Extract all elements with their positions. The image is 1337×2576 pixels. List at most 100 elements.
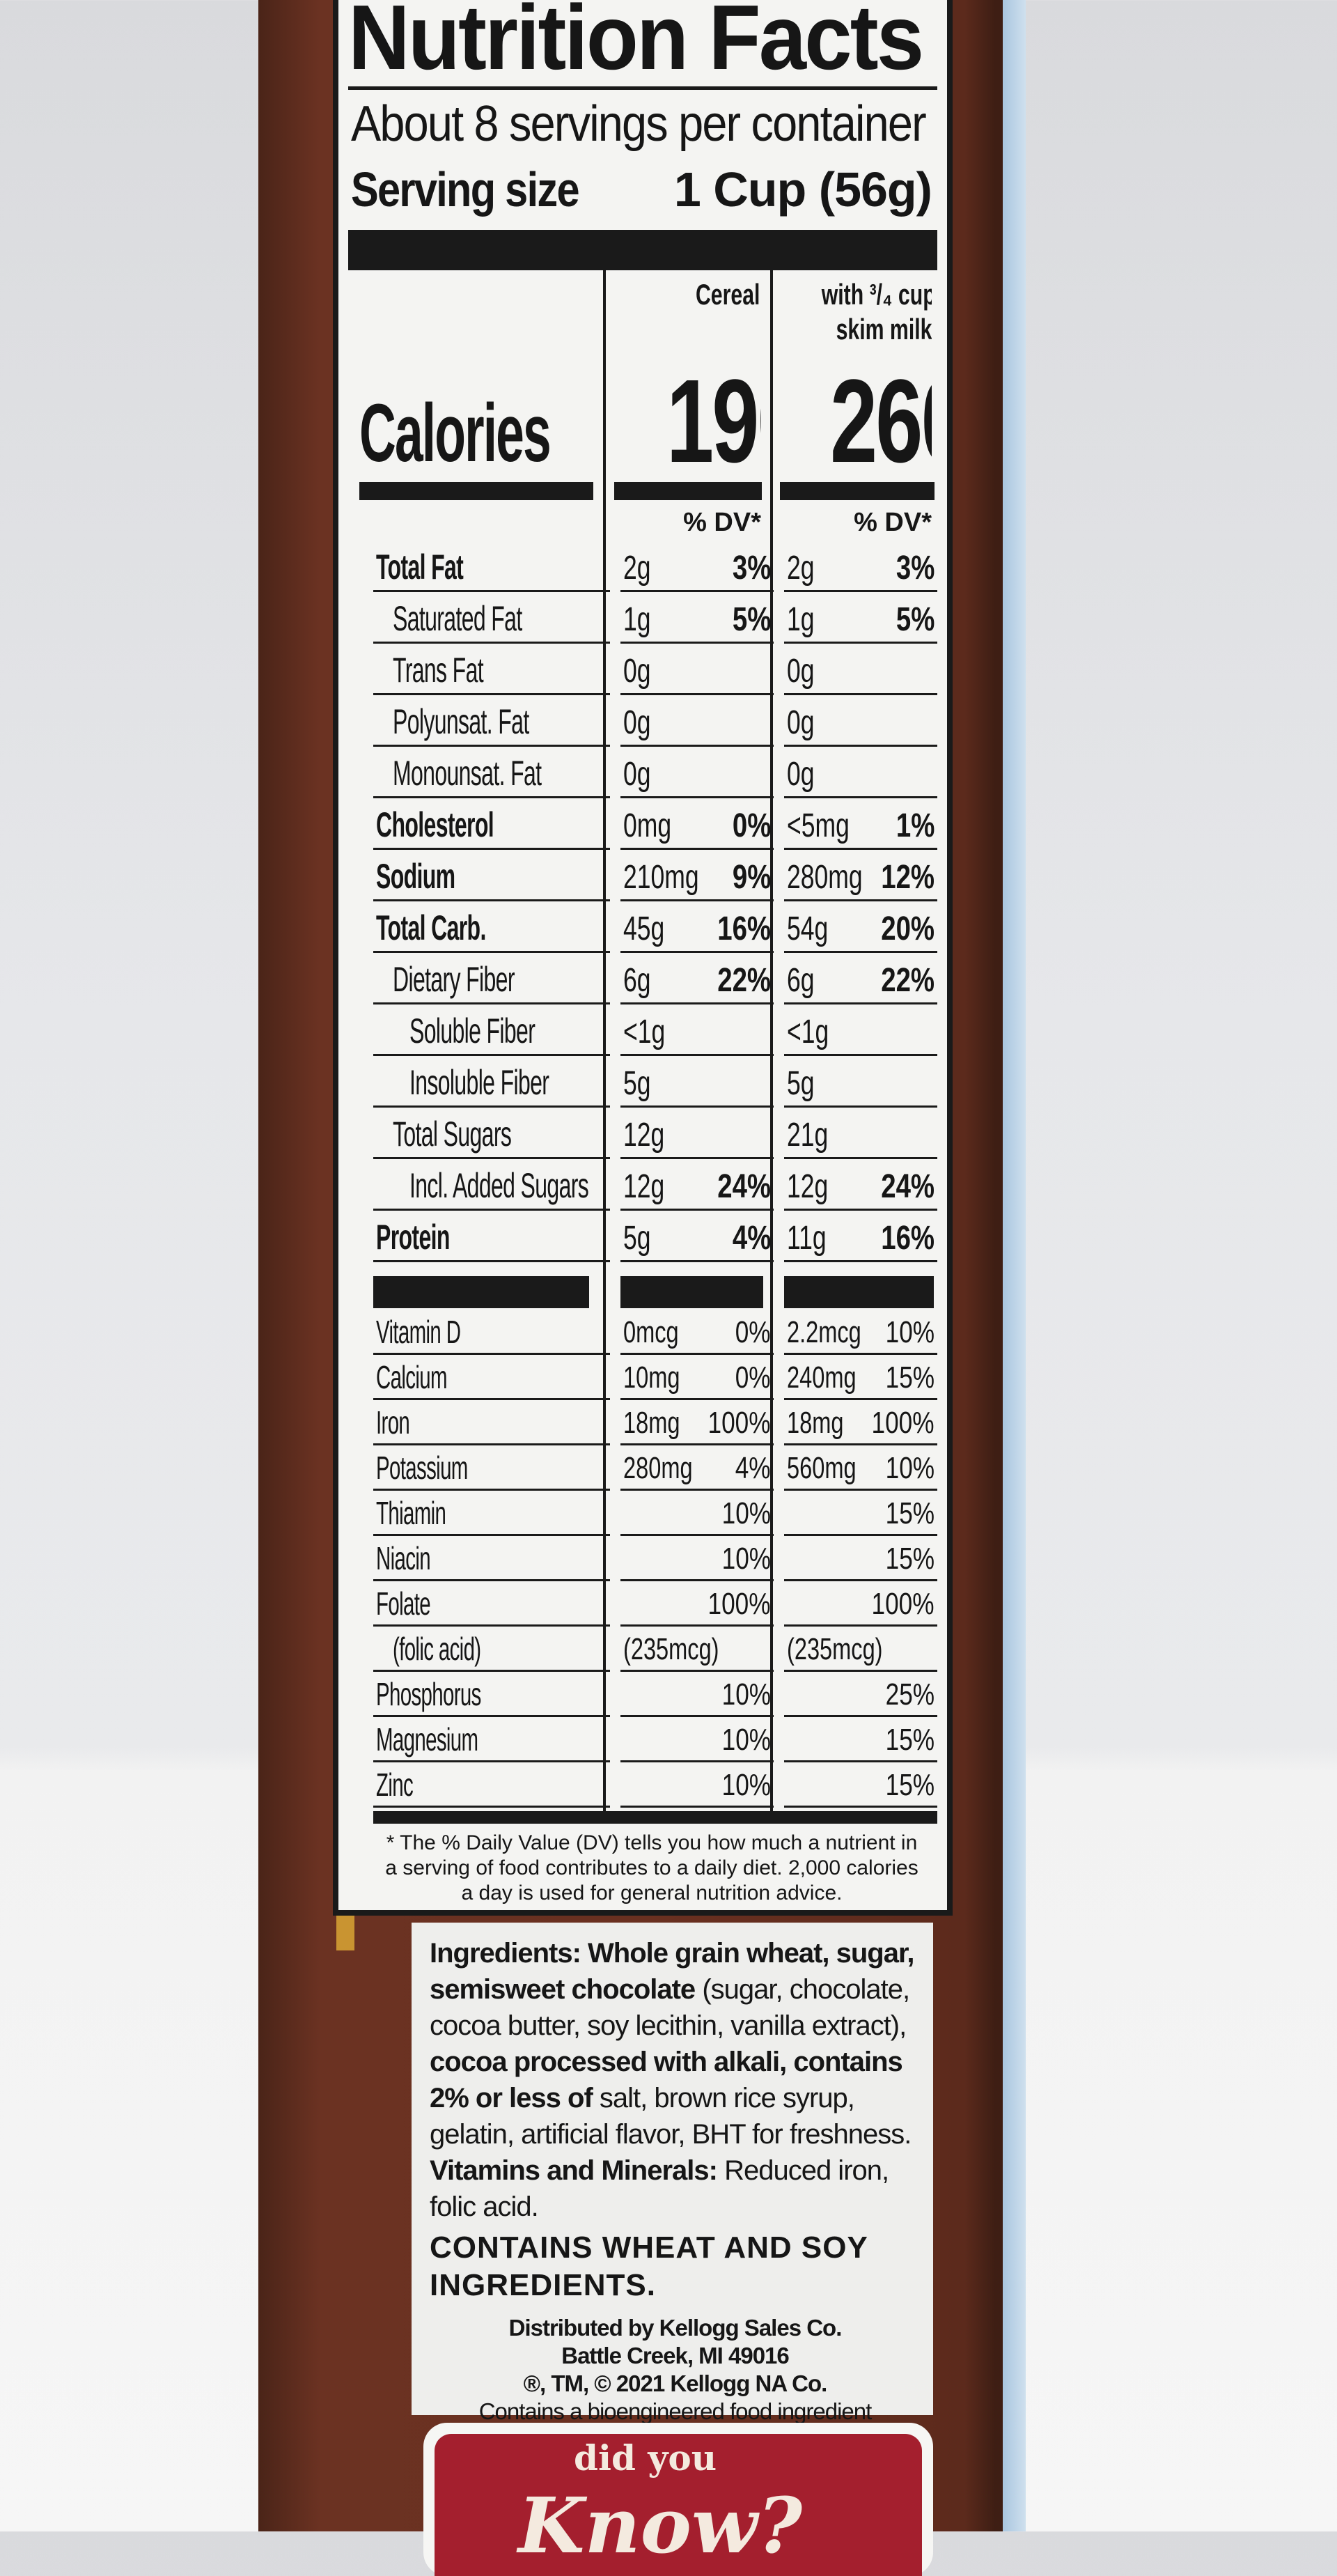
milk-value-cell: 18mg 100% [784, 1400, 937, 1445]
nutrient-name: Zinc [376, 1767, 414, 1803]
cereal-amount: (235mcg) [623, 1632, 719, 1666]
nutrient-name: Sodium [376, 857, 455, 896]
milk-column-header-2-text: skim milk [836, 313, 932, 346]
distributor-line-1: Distributed by Kellogg Sales Co. [508, 2315, 843, 2341]
nutrient-name-cell: Phosphorus [373, 1672, 610, 1717]
cereal-amount: 45g [623, 910, 665, 947]
nutrient-name: Magnesium [376, 1721, 478, 1758]
cereal-value-cell: 10% [620, 1717, 774, 1762]
vitamin-row: Vitamin D 0mcg 0% 2.2mcg 10% [338, 1310, 947, 1355]
milk-amount: 1g [787, 601, 815, 638]
cereal-percent-dv: 0% [735, 1315, 771, 1349]
nutrient-row: Soluble Fiber <1g <1g [338, 1004, 947, 1056]
milk-column-header-1-text: with ³/₄ cup [821, 278, 932, 311]
milk-value-cell: 21g [784, 1108, 937, 1159]
milk-value-cell: 12g 24% [784, 1159, 937, 1211]
cereal-value-cell: 5g 4% [620, 1211, 774, 1262]
milk-amount: 6g [787, 962, 815, 999]
nutrient-name-cell: Total Carb. [373, 901, 610, 953]
nutrition-title: Nutrition Facts [348, 0, 924, 88]
nutrient-name: Total Sugars [393, 1115, 512, 1154]
nutrient-name: Iron [376, 1404, 410, 1441]
dv-footnote: * The % Daily Value (DV) tells you how m… [385, 1831, 918, 1904]
milk-percent-dv: 3% [896, 550, 935, 587]
milk-percent-dv: 15% [885, 1768, 935, 1802]
thick-bar [359, 482, 593, 500]
thick-bar [614, 482, 762, 500]
nutrient-row: Trans Fat 0g 0g [338, 644, 947, 695]
milk-value-cell: <1g [784, 1004, 937, 1056]
thick-bar [780, 482, 935, 500]
nutrient-row: Total Carb. 45g 16% 54g 20% [338, 901, 947, 953]
milk-percent-dv: 25% [885, 1677, 935, 1712]
nutrient-name-cell: Cholesterol [373, 798, 610, 850]
nutrient-name: Thiamin [376, 1495, 446, 1531]
milk-amount: 280mg [787, 859, 863, 896]
cereal-value-cell: 0mg 0% [620, 798, 774, 850]
cereal-amount: 5g [623, 1220, 651, 1257]
nutrient-name-cell: Zinc [373, 1762, 610, 1808]
cereal-value-cell: 210mg 9% [620, 850, 774, 901]
vitamin-row: Zinc 10% 15% [338, 1762, 947, 1808]
serving-size-label: Serving size [351, 162, 580, 217]
nutrient-name-cell: Saturated Fat [373, 592, 610, 644]
dv-header-milk: % DV* [854, 508, 932, 537]
nutrient-name-cell: Folate [373, 1581, 610, 1627]
milk-percent-dv: 15% [885, 1723, 935, 1757]
nutrient-name-cell: Incl. Added Sugars [373, 1159, 610, 1211]
milk-amount: (235mcg) [787, 1632, 883, 1666]
cereal-amount: 10mg [623, 1360, 680, 1395]
milk-amount: 11g [787, 1220, 827, 1257]
nutrient-name: (folic acid) [393, 1631, 481, 1667]
vitamin-row: (folic acid) (235mcg) (235mcg) [338, 1627, 947, 1672]
cereal-amount: 210mg [623, 859, 699, 896]
nutrient-name-cell: Polyunsat. Fat [373, 695, 610, 747]
cereal-column-header-text: Cereal [695, 278, 760, 311]
cereal-percent-dv: 22% [717, 962, 771, 999]
nutrient-name-cell: Soluble Fiber [373, 1004, 610, 1056]
milk-value-cell: <5mg 1% [784, 798, 937, 850]
nutrient-name-cell: Magnesium [373, 1717, 610, 1762]
cereal-amount: 0g [623, 704, 651, 741]
nutrient-row: Total Fat 2g 3% 2g 3% [338, 541, 947, 592]
nutrient-name: Monounsat. Fat [393, 754, 542, 793]
nutrient-name: Total Carb. [376, 908, 486, 947]
nutrient-row: Polyunsat. Fat 0g 0g [338, 695, 947, 747]
nutrient-name-cell: Monounsat. Fat [373, 747, 610, 798]
milk-amount: 5g [787, 1065, 815, 1102]
calories-label: Calories [359, 387, 552, 479]
nutrient-name: Saturated Fat [393, 599, 522, 638]
box-edge [1003, 0, 1026, 2531]
cereal-value-cell: 6g 22% [620, 953, 774, 1004]
badge-small-text: did you [574, 2437, 717, 2478]
cereal-value-cell: 12g 24% [620, 1159, 774, 1211]
serving-size-value: 1 Cup (56g) [673, 162, 932, 217]
milk-value-cell: 15% [784, 1762, 937, 1808]
nutrient-name: Cholesterol [376, 805, 494, 844]
cereal-value-cell: (235mcg) [620, 1627, 774, 1672]
ingredients-panel: Ingredients: Whole grain wheat, sugar, s… [412, 1923, 933, 2424]
cereal-value-cell: 2g 3% [620, 541, 774, 592]
nutrient-row: Incl. Added Sugars 12g 24% 12g 24% [338, 1159, 947, 1211]
cereal-value-cell: 10% [620, 1491, 774, 1536]
nutrient-name: Protein [376, 1218, 450, 1257]
milk-percent-dv: 22% [881, 962, 935, 999]
nutrient-name: Folate [376, 1585, 431, 1622]
column-divider [603, 270, 606, 1813]
nutrient-name-cell: Calcium [373, 1355, 610, 1400]
cereal-percent-dv: 0% [732, 807, 772, 844]
milk-column-header-2: skim milk [777, 312, 932, 347]
nutrient-name-cell: Sodium [373, 850, 610, 901]
nutrient-name: Total Fat [376, 548, 464, 587]
milk-amount: 240mg [787, 1360, 857, 1395]
cereal-value-cell: 0g [620, 644, 774, 695]
milk-value-cell: 11g 16% [784, 1211, 937, 1262]
cereal-value-cell: 0mcg 0% [620, 1310, 774, 1355]
milk-percent-dv: 100% [871, 1587, 935, 1621]
thick-bar [373, 1811, 937, 1824]
nutrition-facts-panel: Nutrition Facts About 8 servings per con… [333, 0, 953, 1916]
badge-big-text: Know? [518, 2481, 803, 2570]
cereal-amount: 18mg [623, 1406, 680, 1440]
cereal-percent-dv: 3% [732, 550, 772, 587]
cereal-percent-dv: 10% [721, 1496, 771, 1530]
